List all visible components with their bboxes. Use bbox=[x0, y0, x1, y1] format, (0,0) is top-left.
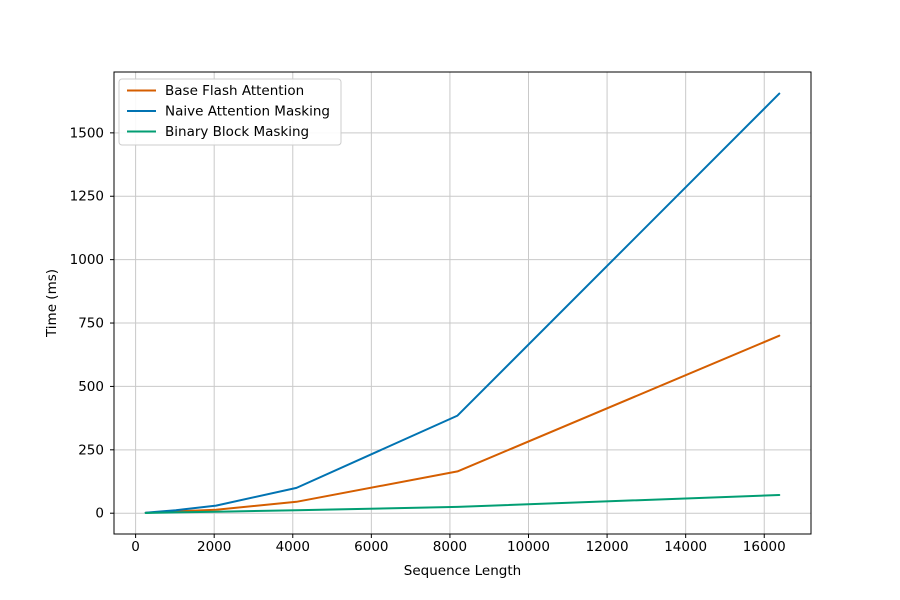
y-tick-label: 500 bbox=[78, 379, 104, 395]
y-tick-label: 0 bbox=[95, 506, 104, 522]
x-tick-label: 12000 bbox=[586, 539, 629, 555]
legend-item: Base Flash Attention bbox=[127, 83, 304, 99]
legend-label: Base Flash Attention bbox=[165, 83, 304, 99]
x-tick-label: 16000 bbox=[743, 539, 786, 555]
x-tick-label: 14000 bbox=[664, 539, 707, 555]
legend-box bbox=[118, 78, 342, 146]
x-axis-label: Sequence Length bbox=[404, 563, 521, 579]
legend-label: Binary Block Masking bbox=[165, 124, 309, 140]
legend-label: Naive Attention Masking bbox=[165, 104, 330, 120]
y-axis-label: Time (ms) bbox=[44, 269, 60, 338]
legend: Base Flash Attention Naive Attention Mask… bbox=[118, 78, 342, 146]
axes-spines bbox=[113, 71, 812, 535]
y-tick-label: 1250 bbox=[70, 189, 104, 205]
x-tick-label: 6000 bbox=[354, 539, 388, 555]
y-tick-label: 1500 bbox=[70, 125, 104, 141]
legend-item: Naive Attention Masking bbox=[127, 104, 330, 120]
x-tick-label: 4000 bbox=[276, 539, 310, 555]
y-tick-label: 250 bbox=[78, 442, 104, 458]
x-tick-label: 0 bbox=[131, 539, 140, 555]
series-line bbox=[144, 494, 781, 514]
plot-area bbox=[114, 72, 811, 534]
x-tick-label: 10000 bbox=[507, 539, 550, 555]
legend-item: Binary Block Masking bbox=[127, 124, 309, 140]
x-tick-label: 2000 bbox=[197, 539, 231, 555]
y-tick-label: 750 bbox=[78, 316, 104, 332]
y-tick-label: 1000 bbox=[70, 252, 104, 268]
x-tick-label: 8000 bbox=[433, 539, 467, 555]
